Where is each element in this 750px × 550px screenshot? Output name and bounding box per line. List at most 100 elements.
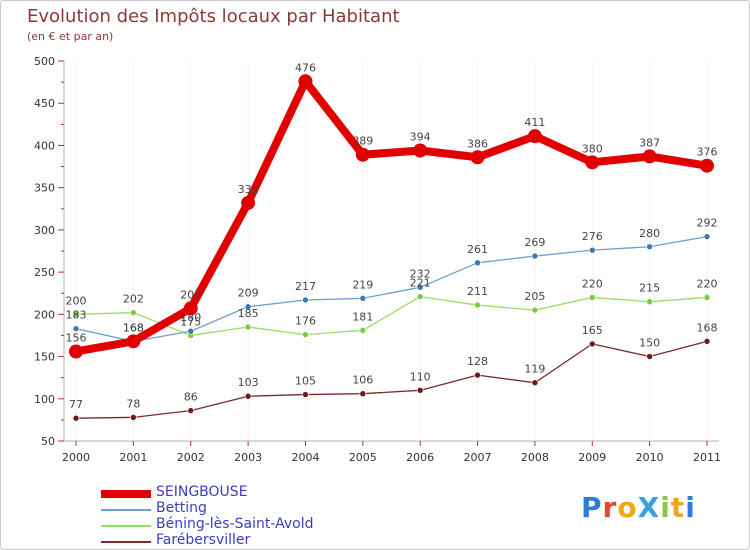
data-point [646, 298, 653, 305]
data-point [416, 284, 424, 291]
data-point [416, 293, 424, 300]
data-label: 219 [352, 278, 373, 291]
data-label: 386 [467, 137, 488, 150]
data-label: 183 [66, 309, 87, 322]
data-label: 175 [180, 315, 201, 328]
legend-swatch-farebersviller [101, 541, 151, 543]
data-point [359, 390, 367, 398]
logo-letter: r [602, 491, 618, 524]
data-label: 207 [180, 288, 201, 301]
data-label: 280 [639, 227, 660, 240]
chart-title: Evolution des Impôts locaux par Habitant [27, 6, 400, 27]
data-label: 394 [410, 131, 431, 144]
data-point [531, 306, 539, 314]
data-point [531, 379, 539, 387]
data-point [359, 294, 367, 302]
proxiti-logo: ProXiti [581, 491, 696, 524]
logo-letter: P [581, 491, 603, 524]
legend-swatch-betting [101, 509, 151, 511]
data-point [126, 334, 141, 349]
data-point [244, 323, 252, 331]
data-point [244, 392, 252, 400]
data-point [413, 143, 428, 158]
x-tick-label: 2005 [349, 451, 377, 464]
logo-letter: i [660, 491, 671, 524]
data-point [72, 311, 80, 318]
x-tick-label: 2006 [406, 451, 434, 464]
data-label: 205 [524, 290, 545, 303]
data-label: 292 [697, 217, 718, 230]
data-point [187, 407, 195, 414]
data-label: 165 [582, 324, 603, 337]
data-label: 168 [123, 321, 144, 334]
data-label: 103 [238, 376, 259, 389]
data-point [69, 344, 83, 359]
data-label: 110 [410, 370, 431, 383]
x-tick-label: 2003 [234, 451, 262, 464]
data-label: 77 [69, 398, 83, 411]
data-label: 180 [180, 311, 201, 324]
data-label: 387 [639, 136, 660, 149]
data-point [703, 338, 711, 345]
y-tick-label: 150 [34, 351, 55, 364]
x-tick-label: 2007 [464, 451, 492, 464]
data-point [588, 340, 596, 348]
data-label: 211 [467, 285, 488, 298]
data-point [416, 387, 424, 394]
chart-subtitle: (en € et par an) [27, 30, 114, 43]
data-point [241, 195, 256, 210]
series-line [75, 235, 708, 343]
data-label: 376 [697, 146, 718, 159]
data-label: 156 [66, 331, 87, 344]
data-point [588, 246, 596, 254]
data-label: 411 [524, 116, 545, 129]
data-point [646, 353, 653, 360]
data-point [474, 371, 481, 379]
data-point [474, 259, 481, 267]
data-point [470, 150, 485, 165]
data-label: 128 [467, 355, 488, 368]
y-tick-label: 350 [34, 182, 55, 195]
data-point [355, 147, 370, 162]
data-point [703, 233, 711, 240]
data-label: 176 [295, 315, 316, 328]
y-tick-label: 400 [34, 139, 55, 152]
data-label: 181 [352, 310, 373, 323]
y-tick-label: 450 [34, 97, 55, 110]
data-label: 106 [352, 374, 373, 387]
legend-swatch-bening [101, 525, 151, 527]
data-point [72, 325, 80, 332]
data-label: 476 [295, 61, 316, 74]
legend-swatch-seingbouse [101, 490, 151, 498]
x-tick-label: 2009 [578, 451, 606, 464]
data-label: 332 [238, 183, 259, 196]
x-tick-label: 2001 [119, 451, 147, 464]
data-point [359, 327, 367, 334]
x-tick-label: 2011 [693, 451, 721, 464]
data-label: 78 [126, 397, 140, 410]
logo-letter: X [637, 491, 661, 524]
data-label: 215 [639, 282, 660, 295]
data-label: 232 [410, 267, 431, 280]
data-label: 221 [410, 277, 431, 290]
legend-label-bening: Béning-lès-Saint-Avold [156, 516, 314, 532]
data-point [72, 414, 80, 422]
data-label: 105 [295, 375, 316, 388]
data-point [531, 252, 539, 260]
y-tick-label: 100 [34, 393, 55, 406]
data-point [298, 74, 313, 89]
data-label: 202 [123, 293, 144, 306]
series-line [72, 77, 711, 356]
legend-label-farebersviller: Farébersviller [156, 532, 251, 548]
data-label: 269 [524, 236, 545, 249]
data-label: 261 [467, 243, 488, 256]
data-point [244, 303, 252, 311]
data-label: 119 [524, 363, 545, 376]
data-point [302, 331, 309, 338]
logo-letter: i [685, 491, 696, 524]
data-point [130, 414, 137, 421]
data-point [646, 243, 653, 251]
data-point [187, 327, 195, 335]
data-point [585, 155, 600, 170]
data-label: 276 [582, 230, 603, 243]
